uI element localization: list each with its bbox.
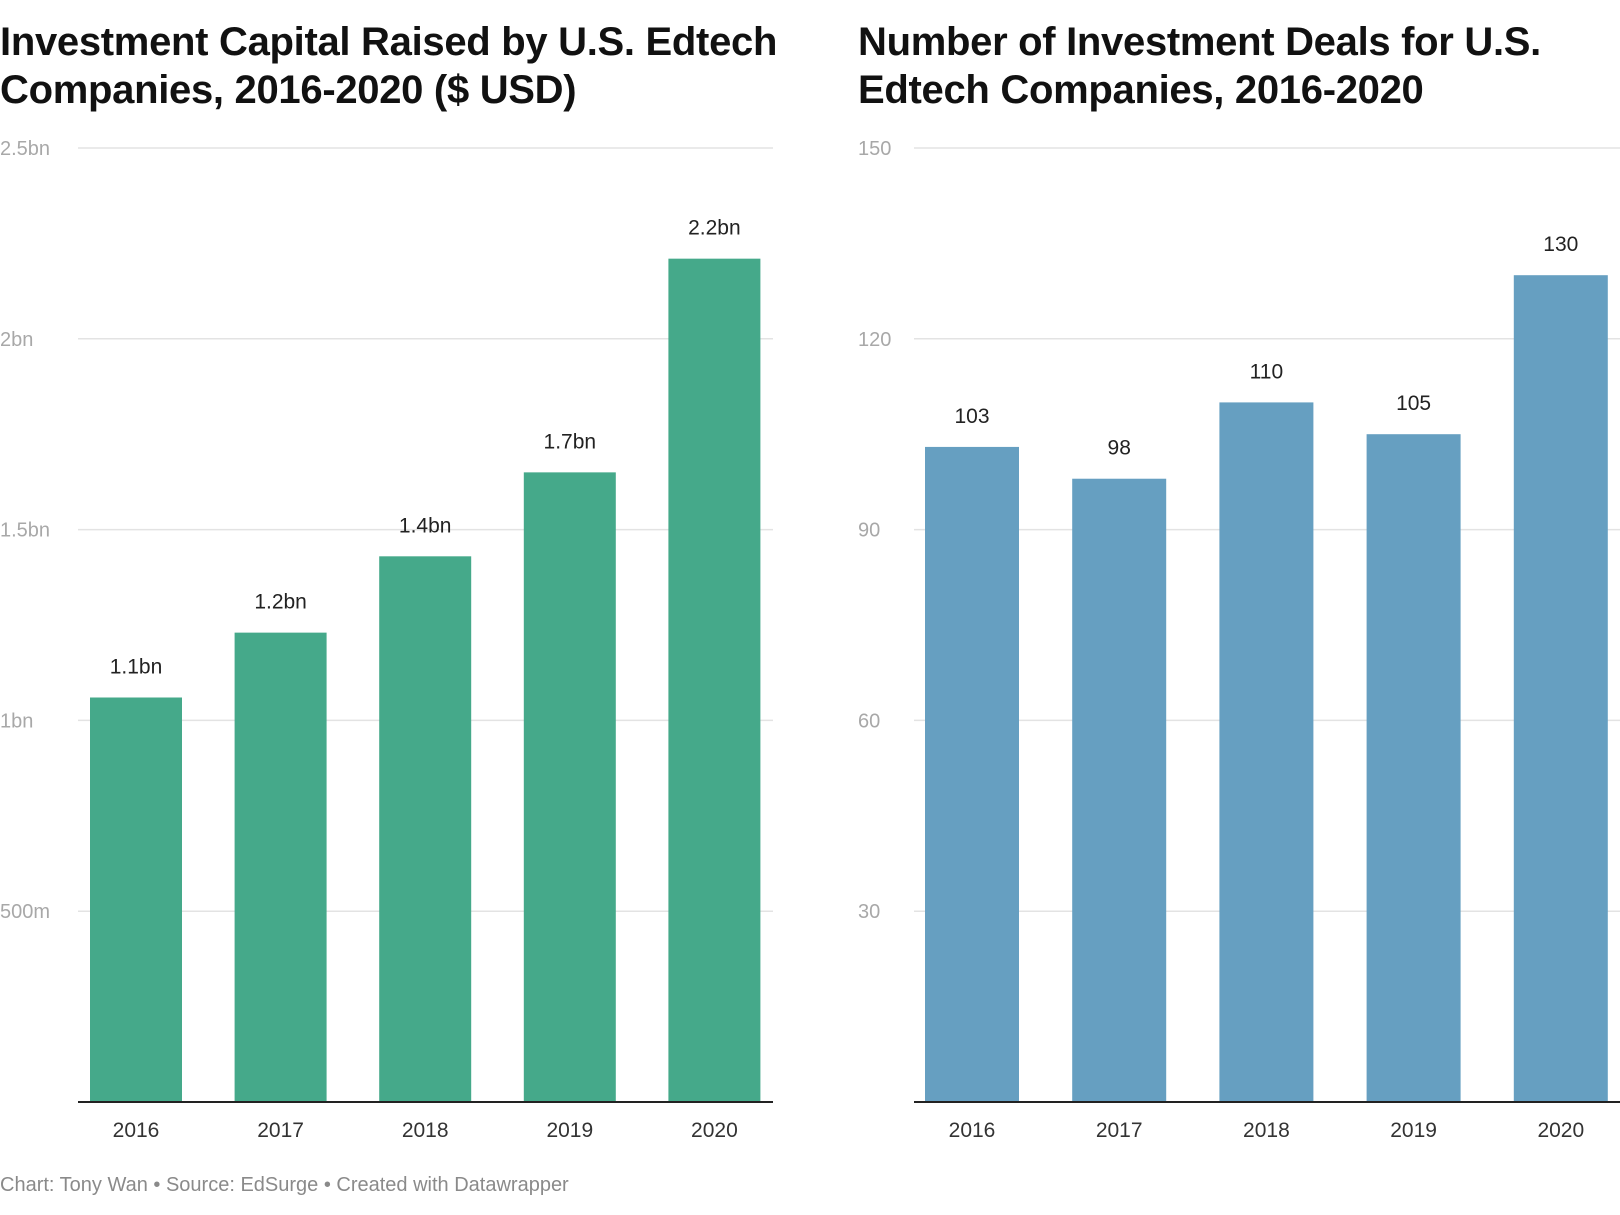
capital-bar-2018 [379,556,472,1102]
capital-bar-2019 [523,472,616,1102]
capital-data-label: 1.4bn [399,514,452,537]
capital-ytick-label: 500m [0,901,50,923]
chart-title-deals: Number of Investment Deals for U.S. Edte… [858,20,1541,112]
deals-data-label: 98 [1108,437,1131,460]
capital-xtick-label: 2019 [546,1119,593,1142]
chart-title-capital: Investment Capital Raised by U.S. Edtech… [0,20,778,112]
capital-xtick-label: 2017 [257,1119,304,1142]
deals-data-label: 110 [1250,360,1283,383]
capital-bar-2016 [90,697,182,1102]
capital-xtick-label: 2016 [113,1119,160,1142]
capital-ytick-label: 2bn [0,329,33,351]
deals-bar-2016 [925,446,1019,1102]
deals-xtick-label: 2020 [1537,1119,1584,1142]
deals-data-label: 130 [1543,233,1578,256]
capital-bar-2017 [234,632,327,1102]
capital-ytick-label: 1bn [0,710,33,732]
capital-data-label: 1.7bn [544,430,597,453]
capital-bar-2020 [668,258,761,1102]
capital-data-label: 2.2bn [688,217,741,240]
footer-credits: Chart: Tony Wan • Source: EdSurge • Crea… [0,1174,569,1196]
deals-bar-2019 [1366,434,1461,1102]
deals-xtick-label: 2018 [1243,1119,1290,1142]
capital-xtick-label: 2020 [691,1119,738,1142]
capital-data-label: 1.1bn [110,656,163,679]
capital-ytick-label: 1.5bn [0,520,50,542]
deals-data-label: 105 [1396,392,1431,415]
deals-bar-2017 [1072,478,1167,1103]
capital-ytick-label: 2.5bn [0,138,50,160]
deals-bar-2018 [1219,402,1314,1102]
deals-ytick-label: 120 [858,329,891,351]
deals-xtick-label: 2019 [1390,1119,1437,1142]
deals-xtick-label: 2017 [1096,1119,1143,1142]
deals-ytick-label: 60 [858,710,880,732]
deals-ytick-label: 150 [858,138,891,160]
deals-ytick-label: 30 [858,901,880,923]
deals-bar-2020 [1513,275,1608,1102]
capital-xtick-label: 2018 [402,1119,449,1142]
deals-ytick-label: 90 [858,520,880,542]
capital-data-label: 1.2bn [254,591,307,614]
deals-xtick-label: 2016 [949,1119,996,1142]
deals-data-label: 103 [954,405,989,428]
